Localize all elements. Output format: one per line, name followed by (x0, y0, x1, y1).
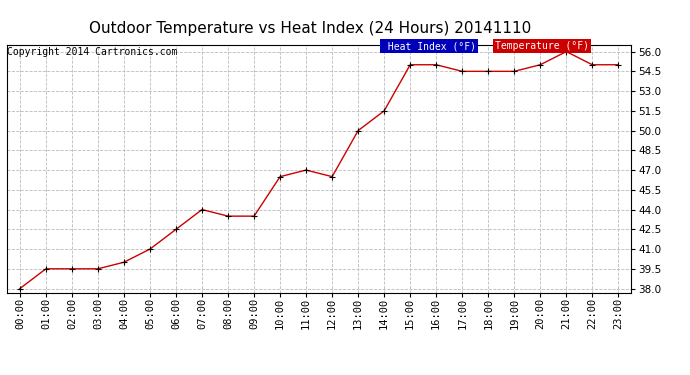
Text: Heat Index (°F): Heat Index (°F) (382, 41, 475, 51)
Text: Outdoor Temperature vs Heat Index (24 Hours) 20141110: Outdoor Temperature vs Heat Index (24 Ho… (90, 21, 531, 36)
Text: Temperature (°F): Temperature (°F) (495, 41, 589, 51)
Text: Copyright 2014 Cartronics.com: Copyright 2014 Cartronics.com (7, 47, 177, 57)
